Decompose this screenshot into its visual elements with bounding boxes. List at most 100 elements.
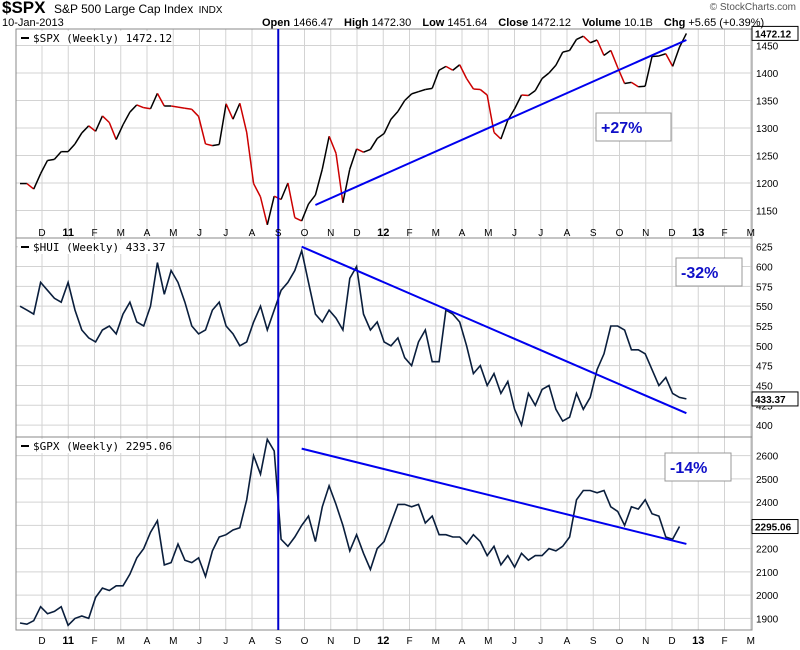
y-tick-label: 1250 bbox=[756, 152, 779, 163]
last-value-box bbox=[751, 25, 799, 41]
y-tick-label: 425 bbox=[756, 401, 773, 412]
quote-bar: Open 1466.47 High 1472.30 Low 1451.64 Cl… bbox=[262, 17, 764, 29]
y-tick-label: 2200 bbox=[756, 545, 779, 556]
x-tick-label-mid: M bbox=[747, 228, 755, 239]
open-label: Open bbox=[262, 17, 291, 29]
last-value-label: 1472.12 bbox=[755, 29, 792, 40]
price-segment bbox=[300, 203, 310, 222]
price-segment bbox=[527, 89, 536, 97]
panel-label: $SPX (Weekly) 1472.12 bbox=[33, 32, 172, 45]
y-tick-label: 575 bbox=[756, 282, 773, 293]
x-tick-label: 11 bbox=[62, 635, 74, 647]
x-tick-label-mid: A bbox=[564, 228, 571, 239]
price-segment bbox=[500, 120, 509, 140]
x-tick-label: J bbox=[538, 636, 543, 647]
price-segment bbox=[47, 158, 55, 162]
price-segment bbox=[473, 88, 481, 91]
price-segment bbox=[122, 111, 131, 126]
x-tick-label: 13 bbox=[692, 635, 704, 647]
price-segment bbox=[67, 143, 76, 153]
x-tick-label: A bbox=[459, 636, 466, 647]
x-tick-label-mid: D bbox=[668, 228, 675, 239]
price-segment bbox=[411, 90, 419, 95]
price-segment bbox=[143, 106, 151, 110]
price-segment bbox=[678, 33, 688, 48]
volume-value: 10.1B bbox=[624, 17, 653, 29]
price-segment bbox=[534, 78, 543, 91]
price-segment bbox=[239, 103, 248, 133]
open-value: 1466.47 bbox=[293, 17, 333, 29]
price-segment bbox=[349, 148, 358, 170]
price-segment bbox=[671, 46, 681, 67]
price-segment bbox=[383, 118, 392, 134]
price-segment bbox=[321, 136, 330, 170]
y-tick-label: 1400 bbox=[756, 69, 779, 80]
price-segment bbox=[596, 39, 605, 56]
price-segment bbox=[438, 65, 447, 71]
price-segment bbox=[39, 160, 49, 174]
y-tick-label: 2500 bbox=[756, 475, 779, 486]
chart-exchange: INDX bbox=[198, 5, 223, 16]
x-tick-label-mid: F bbox=[91, 228, 97, 239]
price-segment bbox=[88, 125, 97, 132]
x-tick-label-mid: M bbox=[117, 228, 125, 239]
trendline bbox=[315, 39, 687, 206]
price-segment bbox=[479, 88, 488, 96]
last-value-label: 433.37 bbox=[755, 395, 786, 406]
price-segment bbox=[363, 148, 371, 153]
price-segment bbox=[225, 103, 234, 120]
price-segment bbox=[521, 94, 529, 97]
price-segment bbox=[589, 39, 598, 44]
annotation-box bbox=[664, 452, 732, 482]
price-segment bbox=[115, 124, 124, 140]
chart-name: S&P 500 Large Cap Index INDX bbox=[54, 2, 222, 16]
price-segment bbox=[94, 115, 104, 132]
price-segment bbox=[191, 108, 200, 117]
high-value: 1472.30 bbox=[371, 17, 412, 29]
y-tick-label: 2100 bbox=[756, 568, 779, 579]
x-tick-label: J bbox=[223, 636, 228, 647]
x-tick-label: F bbox=[721, 636, 727, 647]
y-tick-label: 500 bbox=[756, 342, 773, 353]
last-value-box bbox=[751, 519, 799, 535]
y-tick-label: 475 bbox=[756, 362, 773, 373]
x-tick-label-mid: A bbox=[459, 228, 466, 239]
close-label: Close bbox=[498, 17, 529, 29]
x-tick-label-mid: J bbox=[538, 228, 543, 239]
panel-label: $GPX (Weekly) 2295.06 bbox=[33, 440, 172, 453]
price-segment bbox=[26, 182, 35, 190]
price-segment bbox=[101, 115, 110, 124]
price-segment bbox=[328, 135, 337, 154]
panel-label-bg bbox=[18, 439, 172, 453]
price-segment bbox=[610, 50, 619, 68]
price-segment bbox=[568, 39, 578, 51]
price-segment bbox=[576, 35, 584, 41]
low-label: Low bbox=[422, 17, 445, 29]
annotation-text: -14% bbox=[670, 460, 707, 477]
x-tick-label: N bbox=[642, 636, 649, 647]
y-tick-label: 1900 bbox=[756, 614, 779, 625]
x-tick-label-mid: A bbox=[144, 228, 151, 239]
price-segment bbox=[294, 216, 302, 222]
x-tick-label: A bbox=[144, 636, 151, 647]
price-segment bbox=[404, 93, 413, 102]
price-segment bbox=[582, 35, 591, 44]
price-segment bbox=[156, 92, 165, 107]
x-tick-label: D bbox=[668, 636, 675, 647]
trendline bbox=[301, 245, 687, 415]
chart-name-text: S&P 500 Large Cap Index bbox=[54, 2, 194, 16]
price-segment bbox=[397, 100, 406, 112]
y-tick-label: 400 bbox=[756, 421, 773, 432]
x-tick-label: O bbox=[301, 636, 309, 647]
price-segment bbox=[638, 85, 646, 88]
price-segment bbox=[425, 87, 433, 91]
x-tick-label: D bbox=[353, 636, 360, 647]
price-segment bbox=[53, 151, 62, 160]
x-tick-label: S bbox=[275, 636, 282, 647]
price-line bbox=[19, 247, 687, 428]
x-tick-label-mid: A bbox=[249, 228, 256, 239]
price-segment bbox=[513, 94, 523, 110]
x-tick-label-mid: S bbox=[275, 228, 282, 239]
annotation-text: -32% bbox=[681, 265, 718, 282]
